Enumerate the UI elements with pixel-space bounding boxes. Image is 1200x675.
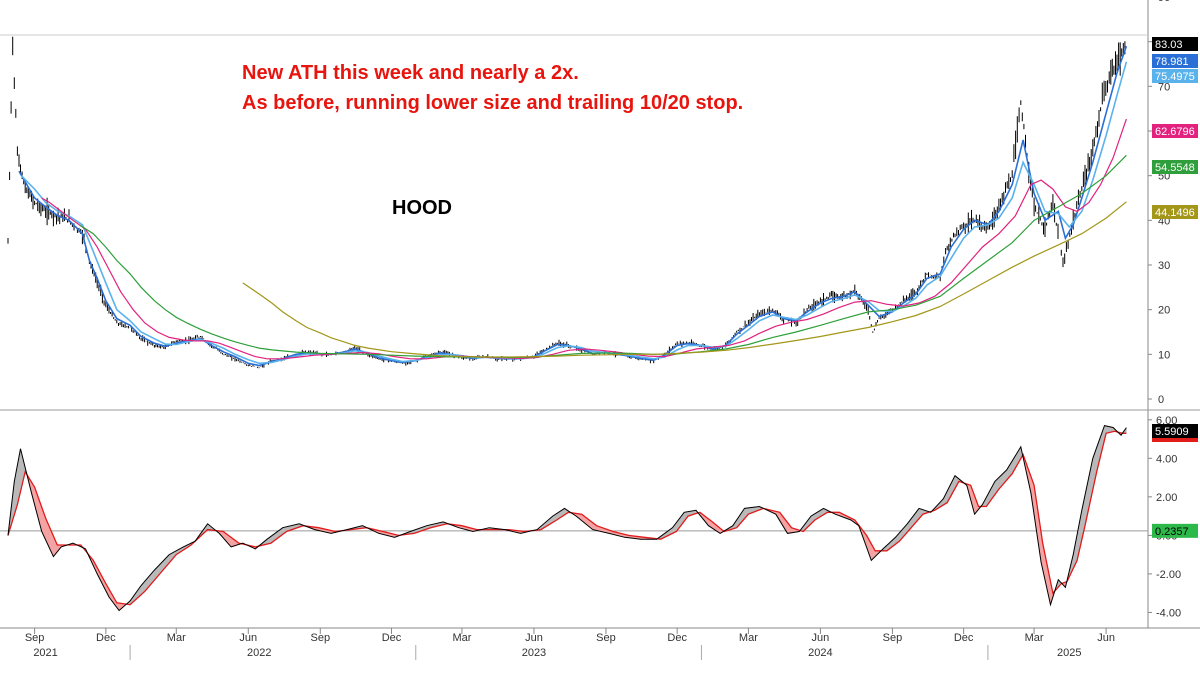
signal-last-value-marker xyxy=(1152,437,1198,442)
year-label: 2022 xyxy=(247,647,271,659)
last-value-text: 62.6796 xyxy=(1155,126,1195,138)
x-tick-label: Mar xyxy=(739,632,758,644)
annotation-line-2: As before, running lower size and traili… xyxy=(242,92,744,114)
year-label: 2023 xyxy=(522,647,546,659)
last-value-box xyxy=(1152,205,1198,219)
x-tick-label: Sep xyxy=(25,632,45,644)
x-tick-label: Mar xyxy=(452,632,471,644)
x-tick-label: Jun xyxy=(525,632,543,644)
last-value-box xyxy=(1152,160,1198,174)
last-value-label: 83.03 xyxy=(1152,37,1198,51)
y-tick-label: 70 xyxy=(1158,81,1170,93)
last-value-label: 0.2357 xyxy=(1152,523,1198,538)
x-tick-label: Sep xyxy=(883,632,903,644)
moving-average-ma3 xyxy=(41,118,1127,360)
oscillator-panel xyxy=(7,425,1127,612)
last-value-text: 78.981 xyxy=(1155,56,1189,68)
x-tick-label: Mar xyxy=(1025,632,1044,644)
last-value-box xyxy=(1152,69,1198,83)
value-labels: 83.03 78.981 75.4975 62.6796 54.5548 44.1496 5… xyxy=(1152,37,1198,538)
price-bars xyxy=(7,36,1126,369)
last-value-text: 44.1496 xyxy=(1155,207,1195,219)
moving-average-ma4 xyxy=(78,154,1127,359)
x-tick-label: Dec xyxy=(667,632,687,644)
x-tick-label: Jun xyxy=(812,632,830,644)
y-tick-label: 2.00 xyxy=(1156,492,1177,504)
chart-title: HOOD xyxy=(392,197,452,219)
y-tick-label: 90 xyxy=(1158,0,1170,4)
last-value-text: 0.2357 xyxy=(1155,526,1189,538)
x-tick-label: Sep xyxy=(310,632,330,644)
oscillator-signal-line xyxy=(7,430,1127,606)
x-tick-label: Dec xyxy=(382,632,402,644)
last-value-box xyxy=(1152,37,1198,51)
year-label: 2024 xyxy=(808,647,832,659)
last-value-text: 5.5909 xyxy=(1155,426,1189,438)
last-value-label: 5.5909 xyxy=(1152,424,1198,438)
x-tick-label: Sep xyxy=(596,632,616,644)
last-value-label: 75.4975 xyxy=(1152,69,1198,83)
last-value-label: 54.5548 xyxy=(1152,160,1198,174)
last-value-box xyxy=(1152,54,1198,68)
moving-average-ma5 xyxy=(242,201,1127,358)
year-label: 2021 xyxy=(33,647,57,659)
oscillator-line xyxy=(7,425,1127,612)
x-tick-label: Dec xyxy=(954,632,974,644)
x-tick-label: Jun xyxy=(239,632,257,644)
last-value-label: 78.981 xyxy=(1152,54,1198,68)
last-value-text: 83.03 xyxy=(1155,39,1183,51)
annotation-line-1: New ATH this week and nearly a 2x. xyxy=(242,62,579,84)
last-value-box xyxy=(1152,523,1198,538)
y-tick-label: 10 xyxy=(1158,349,1170,361)
x-tick-label: Mar xyxy=(167,632,186,644)
last-value-text: 54.5548 xyxy=(1155,162,1195,174)
last-value-box xyxy=(1152,424,1198,438)
oscillator-fill xyxy=(7,425,1127,611)
last-value-text: 75.4975 xyxy=(1155,71,1195,83)
chart-frame xyxy=(0,0,1200,629)
y-tick-label: 20 xyxy=(1158,305,1170,317)
y-tick-label: 0 xyxy=(1158,394,1164,406)
price-panel xyxy=(7,36,1128,369)
last-value-box xyxy=(1152,124,1198,138)
y-tick-label: 6.00 xyxy=(1156,415,1177,427)
last-value-label: 62.6796 xyxy=(1152,124,1198,138)
x-tick-label: Dec xyxy=(96,632,116,644)
last-value-label: 44.1496 xyxy=(1152,205,1198,219)
year-label: 2025 xyxy=(1057,647,1081,659)
x-tick-label: Jun xyxy=(1097,632,1115,644)
y-tick-label: -2.00 xyxy=(1156,569,1181,581)
y-tick-label: 30 xyxy=(1158,260,1170,272)
y-tick-label: 4.00 xyxy=(1156,453,1177,465)
y-tick-label: -4.00 xyxy=(1156,607,1181,619)
